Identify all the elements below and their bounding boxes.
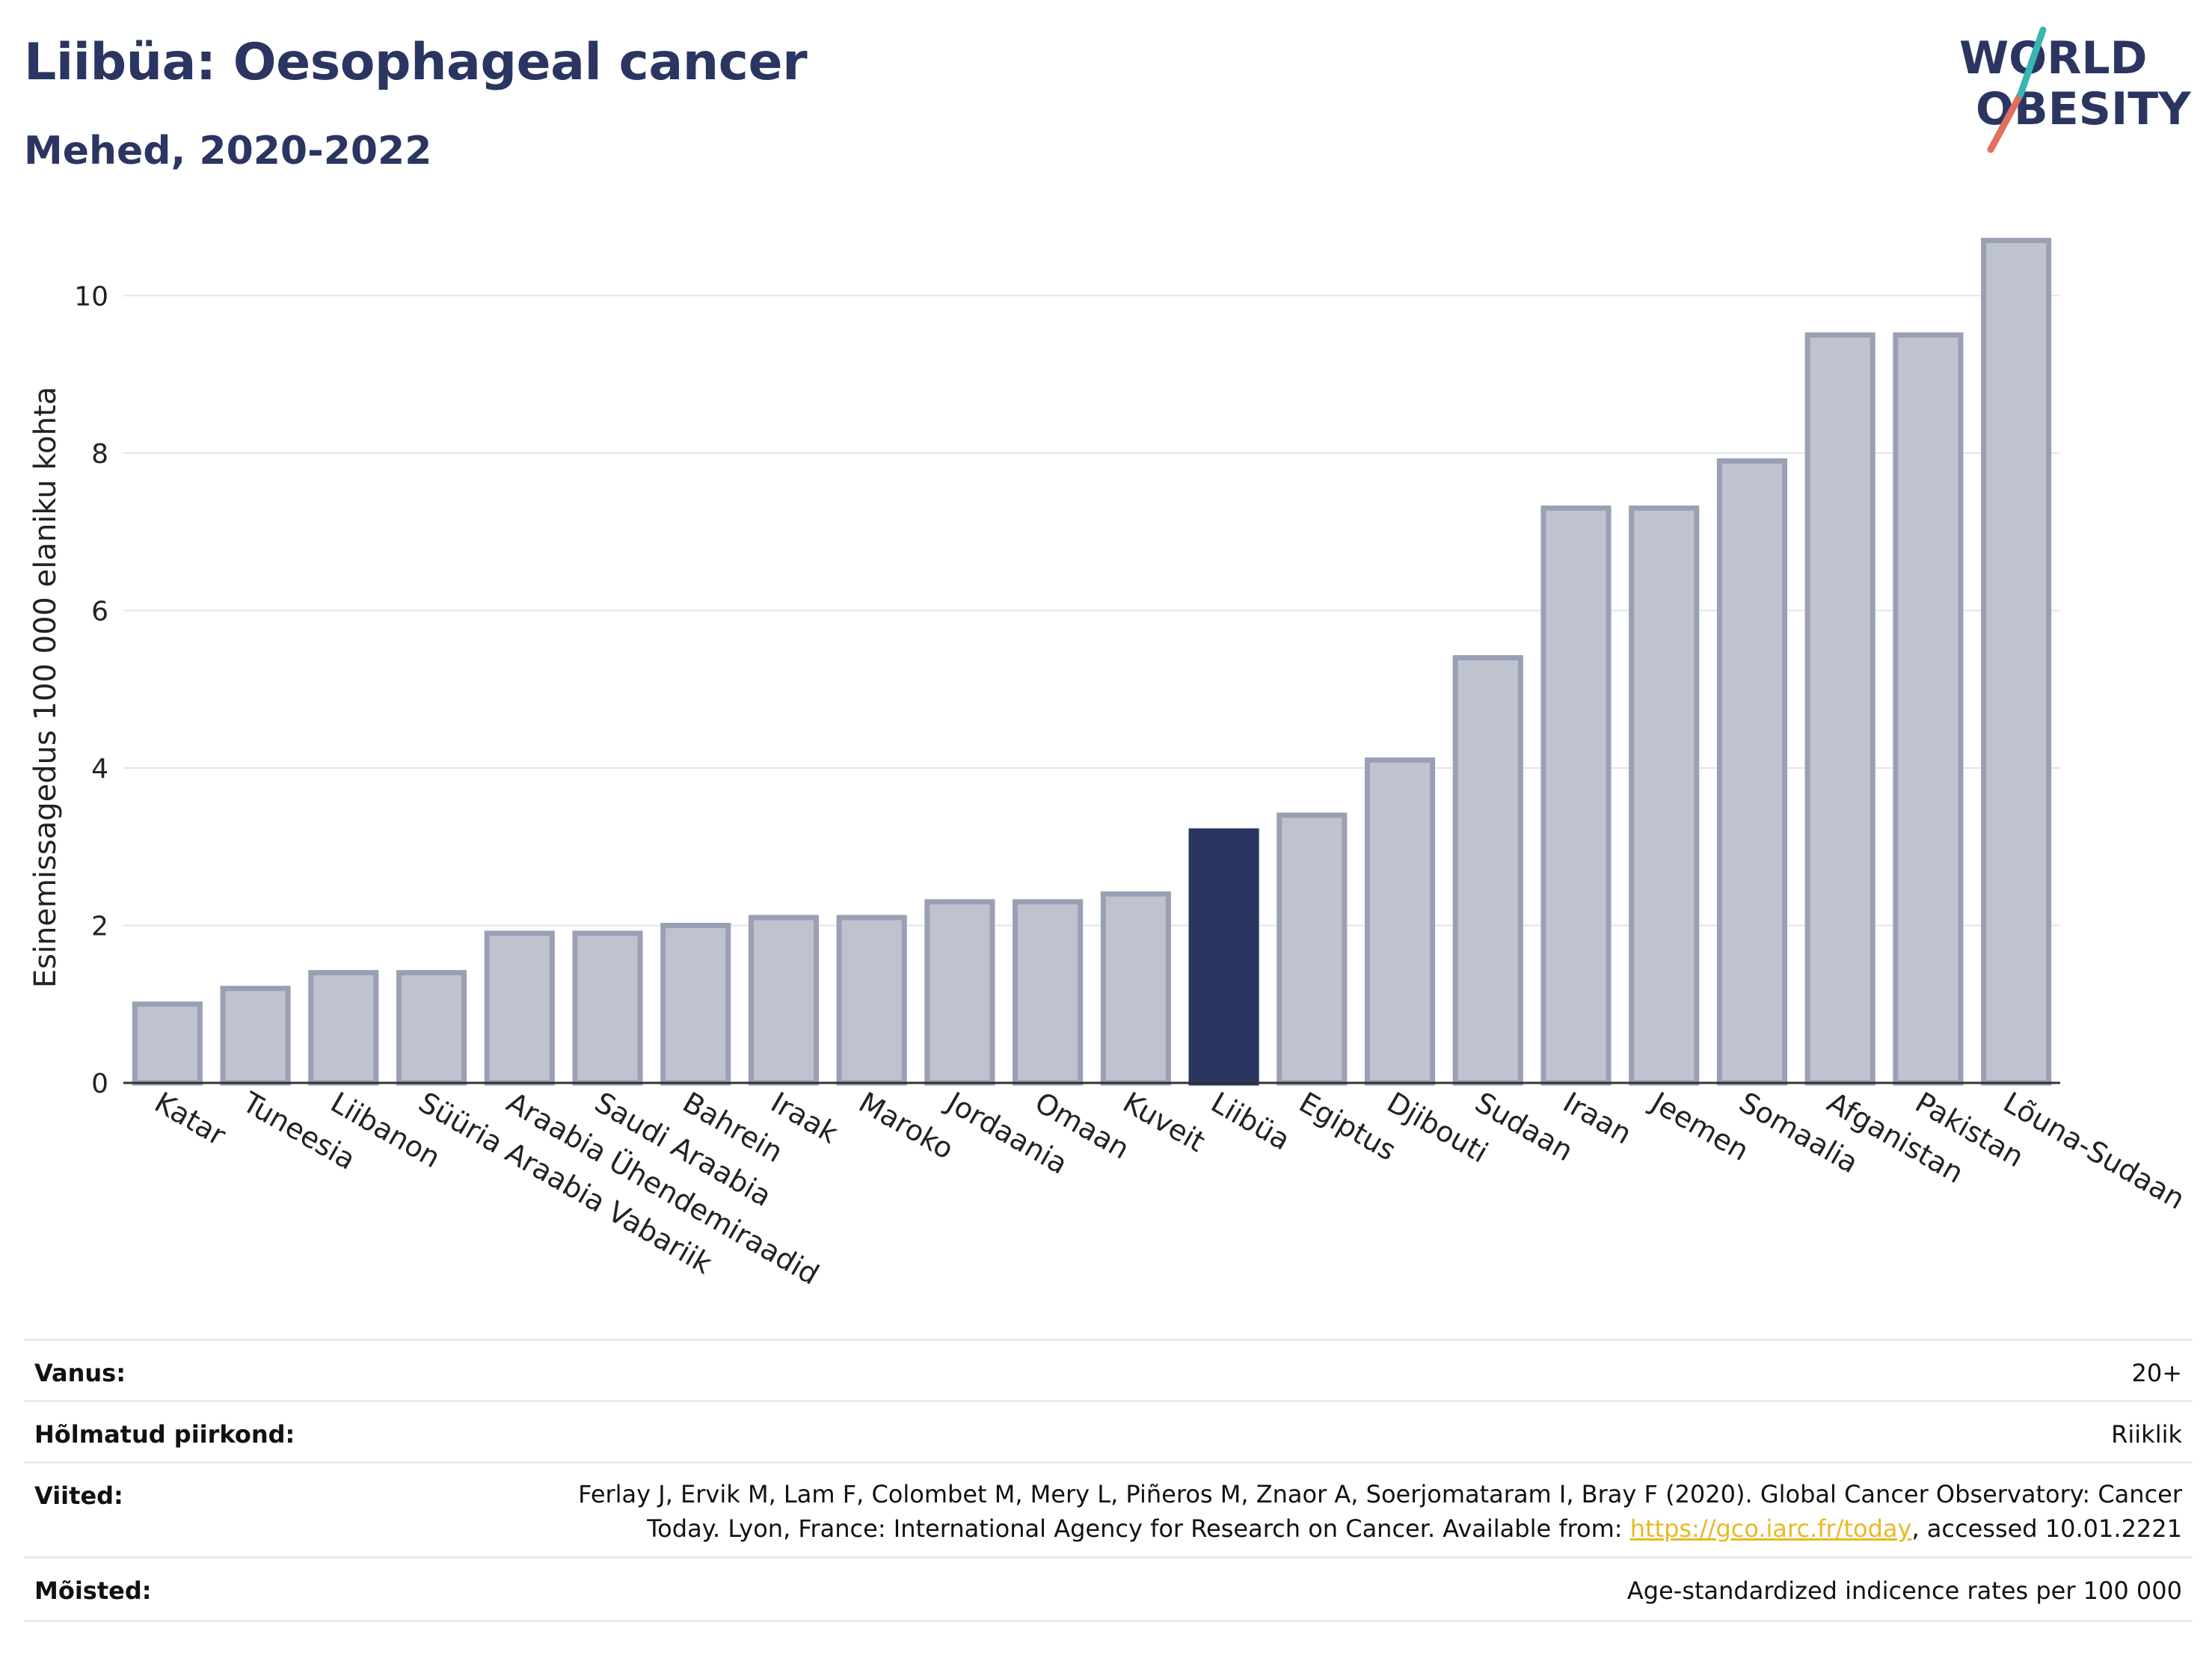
x-tick-label: Kuveit <box>1117 1086 1211 1158</box>
x-tick-label: Egiptus <box>1294 1086 1402 1167</box>
x-tick-label: Maroko <box>853 1086 959 1166</box>
refs-line2-pre: Today. Lyon, France: International Agenc… <box>647 1514 1630 1543</box>
x-tick-label: Djibouti <box>1382 1086 1494 1170</box>
region-label: Hõlmatud piirkond: <box>34 1420 295 1449</box>
refs-line2-post: , accessed 10.01.2221 <box>1911 1514 2182 1543</box>
bar <box>1364 757 1436 1086</box>
refs-label: Viited: <box>34 1481 123 1510</box>
refs-line2: Today. Lyon, France: International Agenc… <box>163 1511 2182 1546</box>
x-tick-label: Lõuna-Sudaan <box>1998 1086 2190 1216</box>
world-obesity-logo: WORLD OBESITY <box>1959 26 2192 153</box>
refs-line1: Ferlay J, Ervik M, Lam F, Colombet M, Me… <box>578 1480 2182 1508</box>
bar <box>924 899 995 1086</box>
bar <box>484 930 555 1086</box>
logo-line1: WORLD <box>1959 32 2147 85</box>
bar <box>1981 238 2052 1086</box>
meta-row-definitions: Mõisted: Age-standardized indicence rate… <box>24 1556 2193 1622</box>
x-tick-label: Katar <box>149 1086 231 1152</box>
bar <box>1716 458 1788 1086</box>
meta-row-refs: Viited: Ferlay J, Ervik M, Lam F, Colomb… <box>24 1461 2193 1557</box>
y-tick-label: 8 <box>91 439 108 470</box>
bar <box>1013 899 1084 1086</box>
x-tick-label: Sudaan <box>1469 1086 1579 1168</box>
bar <box>1452 655 1523 1086</box>
y-axis-label: Esinemissagedus 100 000 elaniku kohta <box>28 387 63 988</box>
refs-value: Ferlay J, Ervik M, Lam F, Colombet M, Me… <box>163 1477 2182 1546</box>
bar <box>132 1001 203 1086</box>
definitions-label: Mõisted: <box>34 1576 152 1605</box>
y-tick-label: 2 <box>91 911 108 942</box>
bar <box>836 915 907 1086</box>
y-tick-label: 0 <box>91 1069 108 1099</box>
chart-subtitle: Mehed, 2020-2022 <box>24 129 432 174</box>
definitions-value: Age-standardized indicence rates per 100… <box>1626 1576 2182 1605</box>
bar <box>748 915 820 1086</box>
bar <box>1188 828 1259 1086</box>
region-value: Riiklik <box>2111 1420 2182 1449</box>
meta-row-age: Vanus: 20+ <box>24 1339 2193 1401</box>
age-value: 20+ <box>2131 1359 2182 1387</box>
y-tick-label: 4 <box>91 754 108 784</box>
y-tick-label: 10 <box>74 281 108 312</box>
bar <box>660 922 731 1086</box>
bar <box>220 986 291 1086</box>
bar <box>1276 812 1348 1086</box>
bar <box>308 970 379 1086</box>
bar <box>1100 891 1171 1086</box>
bar <box>1893 332 1964 1086</box>
bar <box>1804 332 1875 1086</box>
bar <box>1540 506 1612 1086</box>
x-tick-label: Jeemen <box>1644 1085 1754 1167</box>
age-label: Vanus: <box>34 1359 126 1387</box>
x-tick-label: Liibüa <box>1205 1086 1296 1157</box>
chart-title: Liibüa: Oesophageal cancer <box>24 33 808 92</box>
refs-link[interactable]: https://gco.iarc.fr/today <box>1629 1514 1912 1543</box>
bar <box>572 930 643 1086</box>
meta-row-region: Hõlmatud piirkond: Riiklik <box>24 1400 2193 1462</box>
bar <box>396 970 467 1086</box>
bar <box>1629 506 1700 1086</box>
y-tick-label: 6 <box>91 596 108 627</box>
